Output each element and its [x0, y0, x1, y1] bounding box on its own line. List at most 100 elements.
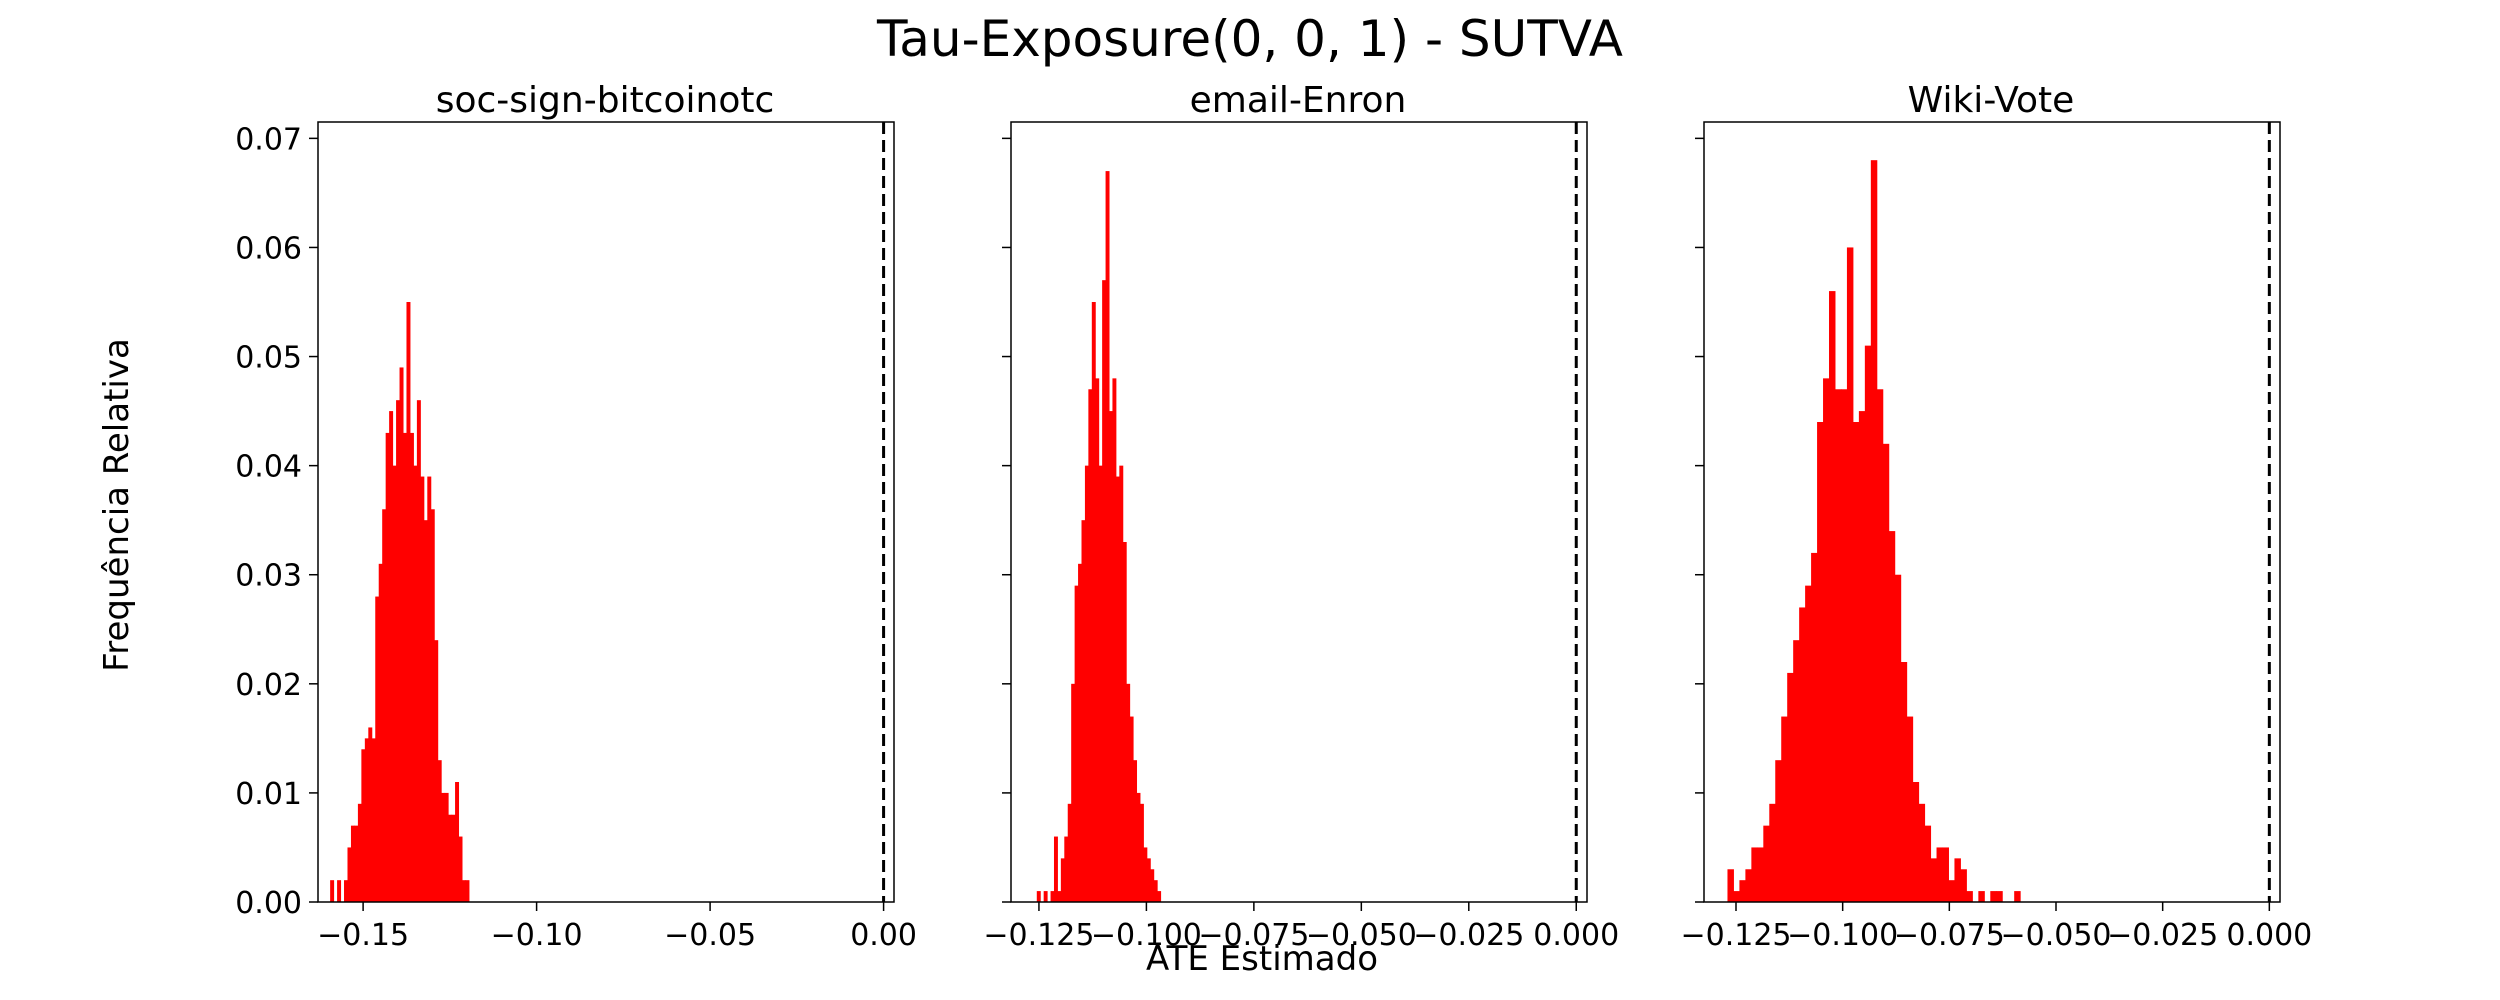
panel-email-enron: email-Enron −0.125−0.100−0.075−0.050−0.0…	[983, 80, 1619, 953]
histogram-bar	[1769, 803, 1776, 902]
histogram-bar	[444, 792, 449, 902]
histogram-bar	[1153, 880, 1158, 902]
histogram-bar	[1036, 891, 1041, 902]
histogram-bar	[448, 814, 453, 902]
histogram-bar	[1840, 389, 1848, 902]
histogram-bar	[1733, 891, 1740, 902]
histogram-bar	[1787, 672, 1794, 902]
histogram-bar	[1954, 858, 1961, 902]
histogram-bar	[1978, 891, 1985, 902]
histogram-bar	[1906, 716, 1914, 902]
axis-ticks: −0.125−0.100−0.075−0.050−0.025 0.000	[983, 137, 1619, 953]
histogram-bar	[1136, 792, 1141, 902]
histogram-bar	[1146, 858, 1151, 902]
histogram-bar	[1829, 291, 1836, 903]
histogram-bar	[413, 465, 418, 902]
histogram-bar	[350, 825, 355, 902]
panel-soc-sign-bitcoinotc: soc-sign-bitcoinotc −0.15 −0.10 −0.05 0.00 0…	[235, 80, 917, 953]
histogram-bar	[1799, 607, 1806, 902]
histogram-bar	[344, 880, 348, 902]
histogram-bar	[1858, 411, 1866, 902]
histogram-bar	[1112, 378, 1117, 902]
histogram-bar	[427, 476, 432, 902]
histogram-bar	[1139, 803, 1144, 902]
y-tick-label: 0.03	[235, 559, 302, 594]
histogram-bar	[1894, 574, 1902, 902]
histogram-bar	[1745, 869, 1752, 902]
x-tick-label: −0.025	[1413, 918, 1524, 953]
histogram-bar	[462, 880, 466, 902]
y-tick-label: 0.06	[235, 231, 302, 266]
histogram-bar	[1133, 760, 1138, 902]
histogram-bar	[1084, 465, 1089, 902]
histogram-bar	[430, 509, 435, 902]
plot-frame	[1010, 121, 1588, 903]
histogram-bar	[1050, 891, 1055, 902]
histogram-bar	[1948, 880, 1955, 902]
panel-title: email-Enron	[1190, 80, 1407, 121]
y-tick-label: 0.01	[235, 777, 302, 812]
histogram-bar	[1143, 847, 1148, 902]
y-axis-label: Frequência Relativa	[97, 338, 137, 672]
plot-frame	[1703, 121, 2281, 903]
histogram-bar	[375, 596, 380, 902]
histogram-bar	[434, 640, 439, 902]
x-tick-label: −0.125	[1680, 918, 1791, 953]
y-tick-label: 0.04	[235, 450, 302, 485]
histogram-bar	[1781, 716, 1788, 902]
histogram-bar	[1157, 891, 1162, 902]
histogram-bar	[1990, 891, 1997, 902]
x-tick-label: −0.05	[664, 918, 756, 953]
x-tick-label: −0.050	[2000, 918, 2111, 953]
histogram-bar	[1043, 891, 1048, 902]
axis-ticks: −0.125−0.100−0.075−0.050−0.025 0.000	[1680, 137, 2312, 953]
histogram-bar	[1996, 891, 2003, 902]
x-tick-label: 0.00	[850, 918, 917, 953]
histogram-bar	[1918, 803, 1926, 902]
panel-title: Wiki-Vote	[1908, 80, 2075, 121]
histogram-bar	[1064, 836, 1069, 902]
histogram-bar	[1793, 640, 1800, 902]
histogram-bar	[1960, 869, 1967, 902]
histogram-bar	[1060, 858, 1065, 902]
histogram-bar	[1126, 683, 1131, 902]
histogram-bar	[357, 803, 362, 902]
x-tick-label: −0.025	[2107, 918, 2218, 953]
histogram-bar	[451, 814, 456, 902]
histogram-bar	[1846, 247, 1854, 902]
histogram-bar	[1067, 803, 1072, 902]
histogram-bar	[1936, 847, 1943, 902]
x-tick-label: −0.100	[1091, 918, 1202, 953]
histogram-bar	[1102, 280, 1107, 902]
histogram-bar	[1115, 476, 1120, 902]
y-tick-label: 0.05	[235, 341, 302, 376]
histogram-bar	[1081, 520, 1086, 902]
histogram-bar	[1122, 542, 1127, 902]
panel-wiki-vote: Wiki-Vote −0.125−0.100−0.075−0.050−0.025…	[1680, 80, 2312, 953]
y-tick-label: 0.07	[235, 122, 302, 157]
histogram-bar	[1882, 443, 1890, 902]
histogram-bar	[1053, 836, 1058, 902]
histogram-bar	[1942, 847, 1949, 902]
histogram-bars	[1727, 160, 2021, 903]
histogram-bar	[1900, 662, 1908, 902]
histogram-bar	[1870, 160, 1878, 902]
histogram-bar	[1805, 585, 1812, 902]
histogram-bar	[1775, 760, 1782, 902]
panel-title: soc-sign-bitcoinotc	[436, 80, 775, 121]
plot-frame	[317, 121, 895, 903]
histogram-bar	[1098, 465, 1103, 902]
histogram-bar	[1924, 825, 1932, 902]
histogram-bar	[1095, 378, 1100, 902]
x-tick-label: −0.125	[983, 918, 1094, 953]
histogram-bar	[1834, 389, 1842, 902]
histogram-bar	[396, 400, 401, 902]
histogram-bar	[455, 782, 460, 902]
histogram-bar	[368, 727, 373, 902]
histogram-bar	[403, 432, 407, 902]
histogram-bar	[423, 520, 428, 902]
histogram-bar	[1751, 847, 1758, 902]
x-tick-label: −0.100	[1787, 918, 1898, 953]
histogram-bar	[406, 302, 411, 902]
